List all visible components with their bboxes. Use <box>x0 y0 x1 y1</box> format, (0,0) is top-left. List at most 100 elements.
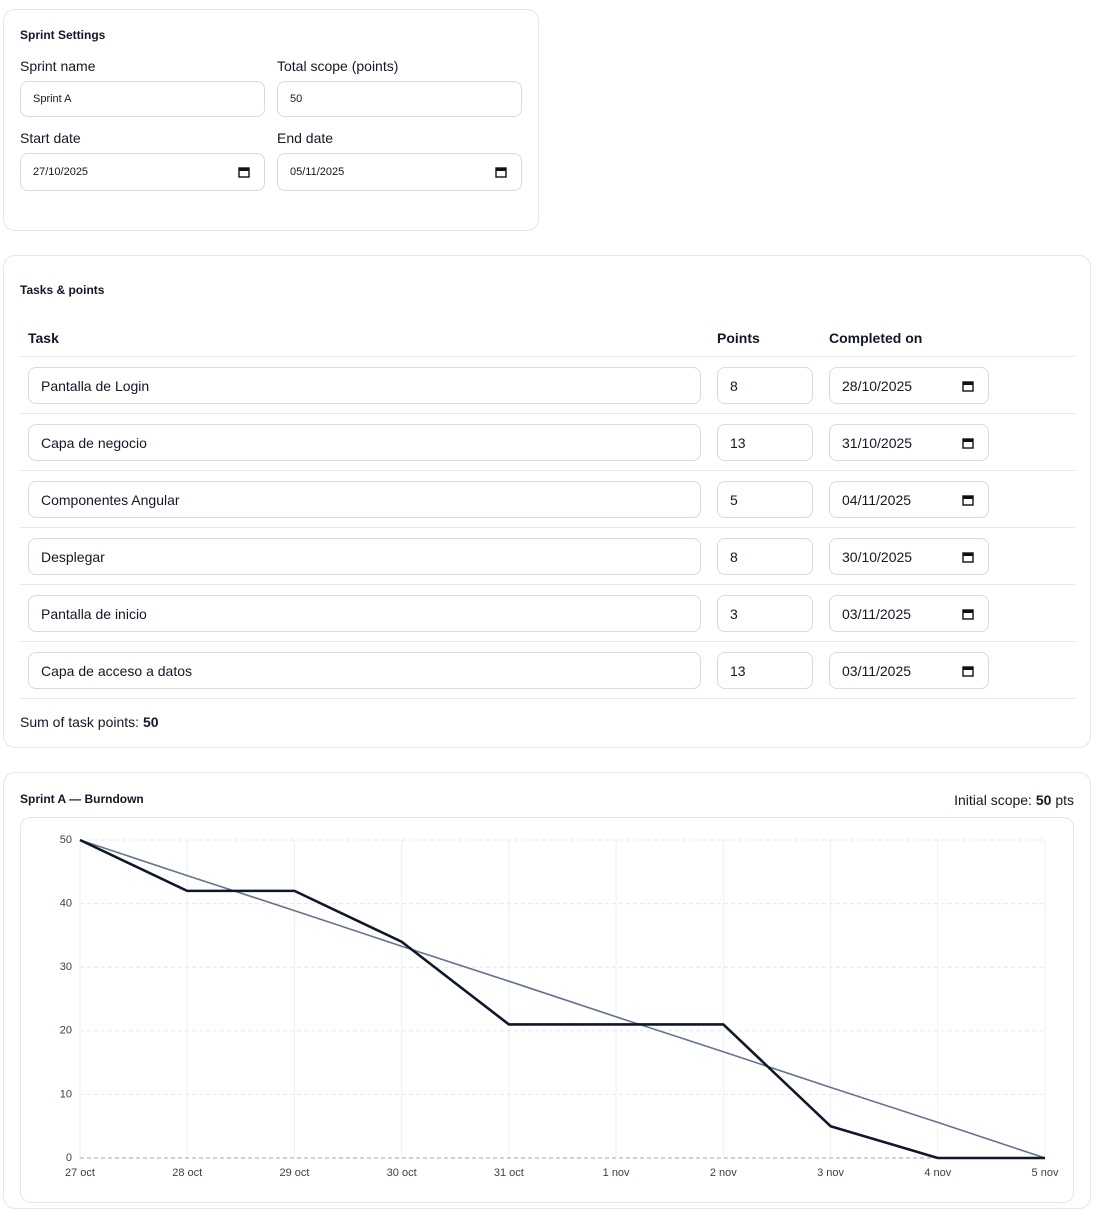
field-label: Total scope (points) <box>277 58 399 74</box>
points-input[interactable]: 3 <box>717 595 813 632</box>
row-divider <box>20 641 1075 642</box>
column-header: Completed on <box>829 330 923 346</box>
column-header: Points <box>717 330 760 346</box>
x-tick-label: 28 oct <box>172 1167 202 1179</box>
points-input[interactable]: 13 <box>717 652 813 689</box>
input-value: 04/11/2025 <box>842 491 912 508</box>
input-value: 3 <box>730 605 738 622</box>
date-input[interactable]: 04/11/2025 <box>829 481 989 518</box>
input-value: Capa de negocio <box>41 434 147 451</box>
chart-title: Sprint A — Burndown <box>20 792 144 806</box>
calendar-icon[interactable] <box>962 494 974 506</box>
input-value: Pantalla de inicio <box>41 605 147 622</box>
scope-value: 50 <box>1035 792 1052 808</box>
points-input[interactable]: 8 <box>717 538 813 575</box>
date-input[interactable]: 30/10/2025 <box>829 538 989 575</box>
sum-label: Sum of task points: <box>20 714 140 730</box>
text-input[interactable]: 50 <box>277 81 522 117</box>
row-divider <box>20 356 1075 357</box>
points-input[interactable]: 8 <box>717 367 813 404</box>
burndown-card: Sprint A — Burndown Initial scope: 50 pt… <box>3 772 1091 1209</box>
series-line <box>79 838 1045 1160</box>
x-tick-label: 5 nov <box>1032 1167 1059 1179</box>
input-value: 50 <box>290 93 303 105</box>
x-tick-label: 29 oct <box>279 1167 309 1179</box>
text-input[interactable]: 05/11/2025 <box>277 153 522 191</box>
input-value: 5 <box>730 491 738 508</box>
x-tick-label: 31 oct <box>494 1167 524 1179</box>
x-tick-label: 4 nov <box>924 1167 951 1179</box>
calendar-icon[interactable] <box>962 551 974 563</box>
task-name-input[interactable]: Desplegar <box>28 538 701 575</box>
row-divider <box>20 698 1075 699</box>
tasks-card: Tasks & points Task Points Completed on Pan… <box>3 255 1091 748</box>
input-value: 27/10/2025 <box>33 166 89 178</box>
input-value: Sprint A <box>33 93 72 105</box>
field-label: Start date <box>20 130 81 146</box>
input-value: Capa de acceso a datos <box>41 662 192 679</box>
text-input[interactable]: Sprint A <box>20 81 265 117</box>
calendar-icon[interactable] <box>238 166 250 178</box>
scope-unit: pts <box>1055 792 1074 808</box>
input-value: Desplegar <box>41 548 105 565</box>
x-tick-label: 3 nov <box>817 1167 844 1179</box>
y-tick-label: 40 <box>60 898 72 910</box>
input-value: Componentes Angular <box>41 491 180 508</box>
input-value: 28/10/2025 <box>842 377 913 394</box>
series-line <box>79 839 1046 1159</box>
scope-label: Initial scope: <box>954 792 1032 808</box>
y-tick-label: 0 <box>66 1152 72 1164</box>
input-value: 05/11/2025 <box>290 166 345 178</box>
row-divider <box>20 470 1075 471</box>
calendar-icon[interactable] <box>962 608 974 620</box>
input-value: 31/10/2025 <box>842 434 913 451</box>
scope-summary: Initial scope: 50 pts <box>954 792 1074 808</box>
calendar-icon[interactable] <box>495 166 507 178</box>
x-tick-label: 30 oct <box>387 1167 417 1179</box>
points-input[interactable]: 5 <box>717 481 813 518</box>
column-header: Task <box>28 330 59 346</box>
calendar-icon[interactable] <box>962 665 974 677</box>
input-value: 03/11/2025 <box>842 605 912 622</box>
y-tick-label: 30 <box>60 961 72 973</box>
input-value: 13 <box>730 662 746 679</box>
input-value: 8 <box>730 377 738 394</box>
x-tick-label: 27 oct <box>65 1167 95 1179</box>
input-value: 13 <box>730 434 746 451</box>
field-label: End date <box>277 130 334 146</box>
text-input[interactable]: 27/10/2025 <box>20 153 265 191</box>
date-input[interactable]: 03/11/2025 <box>829 595 989 632</box>
date-input[interactable]: 03/11/2025 <box>829 652 989 689</box>
task-name-input[interactable]: Componentes Angular <box>28 481 701 518</box>
input-value: Pantalla de Login <box>41 377 150 394</box>
task-name-input[interactable]: Capa de acceso a datos <box>28 652 701 689</box>
calendar-icon[interactable] <box>962 380 974 392</box>
sum-value: 50 <box>142 714 159 730</box>
field-label: Sprint name <box>20 58 96 74</box>
task-name-input[interactable]: Pantalla de inicio <box>28 595 701 632</box>
card-title: Sprint Settings <box>20 28 106 42</box>
y-tick-label: 20 <box>60 1025 72 1037</box>
task-name-input[interactable]: Pantalla de Login <box>28 367 701 404</box>
row-divider <box>20 413 1075 414</box>
chart-frame <box>20 817 1074 1203</box>
y-tick-label: 50 <box>60 834 72 846</box>
row-divider <box>20 527 1075 528</box>
sum: Sum of task points: 50 <box>20 714 159 730</box>
chart: 27 oct 28 oct 29 oct 30 oct 31 oct 1 nov 2 nov… <box>20 817 1074 1203</box>
date-input[interactable]: 31/10/2025 <box>829 424 989 461</box>
row-divider <box>20 584 1075 585</box>
input-value: 8 <box>730 548 738 565</box>
input-value: 03/11/2025 <box>842 662 912 679</box>
y-tick-label: 10 <box>60 1088 72 1100</box>
calendar-icon[interactable] <box>962 437 974 449</box>
task-name-input[interactable]: Capa de negocio <box>28 424 701 461</box>
input-value: 30/10/2025 <box>842 548 913 565</box>
points-input[interactable]: 13 <box>717 424 813 461</box>
x-tick-label: 2 nov <box>710 1167 737 1179</box>
date-input[interactable]: 28/10/2025 <box>829 367 989 404</box>
x-tick-label: 1 nov <box>603 1167 630 1179</box>
card-title: Tasks & points <box>20 283 105 297</box>
settings-card: Sprint Settings Sprint name Sprint A Total… <box>3 9 539 231</box>
